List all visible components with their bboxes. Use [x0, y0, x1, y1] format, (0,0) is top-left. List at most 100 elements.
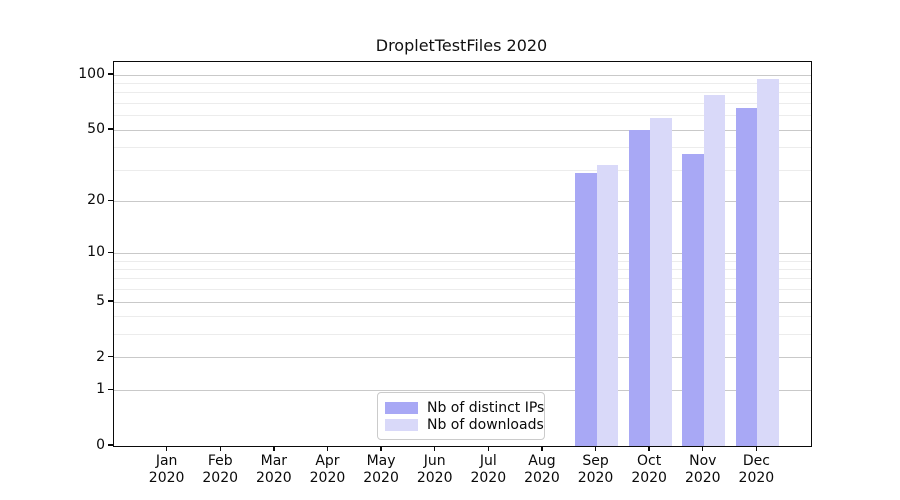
bar: [682, 153, 704, 446]
x-tick-month: Mar: [260, 453, 288, 469]
x-tick-label: May 2020: [349, 453, 413, 487]
x-tick-year: 2020: [416, 470, 453, 486]
x-tick-label: Nov 2020: [671, 453, 735, 487]
x-tick-mark: [326, 446, 329, 451]
major-gridline: [114, 301, 811, 303]
legend: Nb of distinct IPs Nb of downloads: [377, 392, 545, 440]
x-tick-label: Oct 2020: [617, 453, 681, 487]
y-tick-mark: [108, 73, 113, 75]
y-tick-label: 20: [87, 192, 105, 209]
y-tick-label: 0: [96, 437, 105, 453]
y-tick-label: 100: [78, 66, 105, 83]
x-tick-label: Jun 2020: [403, 453, 467, 487]
legend-label: Nb of distinct IPs: [427, 399, 545, 416]
x-tick-month: Oct: [637, 453, 662, 469]
bar: [735, 108, 758, 446]
minor-gridline: [114, 268, 811, 270]
y-tick-label: 1: [96, 381, 105, 398]
x-tick-month: Nov: [689, 453, 717, 469]
x-tick-month: Jun: [423, 453, 446, 469]
x-tick-month: Feb: [207, 453, 233, 469]
x-tick-month: Jul: [479, 453, 497, 469]
x-tick-label: Jan 2020: [135, 453, 199, 487]
major-gridline: [114, 74, 811, 76]
x-tick-mark: [380, 446, 382, 451]
major-gridline: [114, 129, 811, 131]
y-tick-mark: [108, 300, 113, 302]
bar: [596, 165, 619, 446]
y-tick-label: 50: [87, 121, 105, 138]
x-tick-month: May: [366, 453, 396, 469]
x-tick-mark: [755, 446, 758, 451]
legend-item: Nb of distinct IPs: [385, 399, 544, 416]
y-tick-mark: [108, 444, 113, 446]
x-tick-label: Aug 2020: [510, 453, 574, 487]
bar: [628, 130, 651, 446]
minor-gridline: [114, 83, 811, 85]
major-gridline: [114, 357, 811, 359]
x-tick-year: 2020: [684, 470, 721, 486]
x-tick-label: Apr 2020: [295, 453, 359, 487]
bar: [757, 79, 779, 446]
x-tick-mark: [702, 446, 704, 451]
x-tick-label: Sep 2020: [564, 453, 628, 487]
bar: [703, 94, 726, 446]
legend-swatch: [385, 401, 418, 414]
minor-gridline: [114, 103, 811, 104]
major-gridline: [114, 389, 811, 391]
x-tick-year: 2020: [363, 470, 399, 486]
x-tick-mark: [165, 446, 168, 451]
x-tick-mark: [594, 446, 597, 451]
x-tick-month: Aug: [528, 453, 556, 469]
plot-area: [113, 61, 812, 447]
minor-gridline: [114, 278, 811, 280]
legend-swatch: [385, 418, 418, 431]
minor-gridline: [114, 115, 811, 117]
x-tick-month: Jan: [155, 453, 178, 469]
minor-gridline: [114, 92, 811, 94]
x-tick-mark: [487, 446, 489, 451]
x-tick-month: Apr: [315, 453, 340, 469]
y-tick-mark: [108, 128, 113, 130]
x-tick-year: 2020: [524, 470, 560, 486]
x-tick-year: 2020: [738, 470, 775, 486]
chart-title: DropletTestFiles 2020: [375, 36, 548, 55]
x-tick-label: Dec 2020: [724, 453, 788, 487]
y-tick-label: 2: [96, 348, 105, 365]
minor-gridline: [114, 316, 811, 318]
minor-gridline: [114, 260, 811, 262]
x-tick-label: Feb 2020: [188, 453, 252, 487]
y-tick-mark: [108, 388, 113, 390]
x-tick-mark: [541, 446, 543, 451]
x-tick-mark: [273, 446, 275, 451]
major-gridline: [114, 252, 811, 254]
legend-item: Nb of downloads: [385, 416, 544, 433]
legend-label: Nb of downloads: [427, 416, 544, 433]
x-tick-mark: [433, 446, 436, 451]
x-tick-year: 2020: [148, 470, 185, 486]
y-tick-label: 5: [96, 293, 105, 310]
x-tick-label: Jul 2020: [456, 453, 520, 487]
x-tick-mark: [648, 446, 650, 451]
x-tick-year: 2020: [631, 470, 667, 486]
x-tick-year: 2020: [256, 470, 292, 486]
x-tick-year: 2020: [309, 470, 346, 486]
major-gridline: [114, 200, 811, 202]
y-tick-label: 10: [87, 244, 105, 261]
x-tick-year: 2020: [202, 470, 239, 486]
minor-gridline: [114, 334, 811, 336]
y-tick-mark: [108, 356, 113, 358]
x-tick-month: Dec: [742, 453, 770, 469]
y-tick-mark: [108, 251, 113, 254]
bar: [575, 172, 597, 446]
minor-gridline: [114, 147, 811, 149]
minor-gridline: [114, 289, 811, 291]
x-tick-label: Mar 2020: [242, 453, 306, 487]
x-tick-mark: [219, 446, 221, 451]
bar: [650, 118, 672, 446]
y-tick-mark: [108, 199, 113, 202]
x-tick-year: 2020: [577, 470, 614, 486]
x-tick-year: 2020: [470, 470, 507, 486]
minor-gridline: [114, 169, 811, 171]
